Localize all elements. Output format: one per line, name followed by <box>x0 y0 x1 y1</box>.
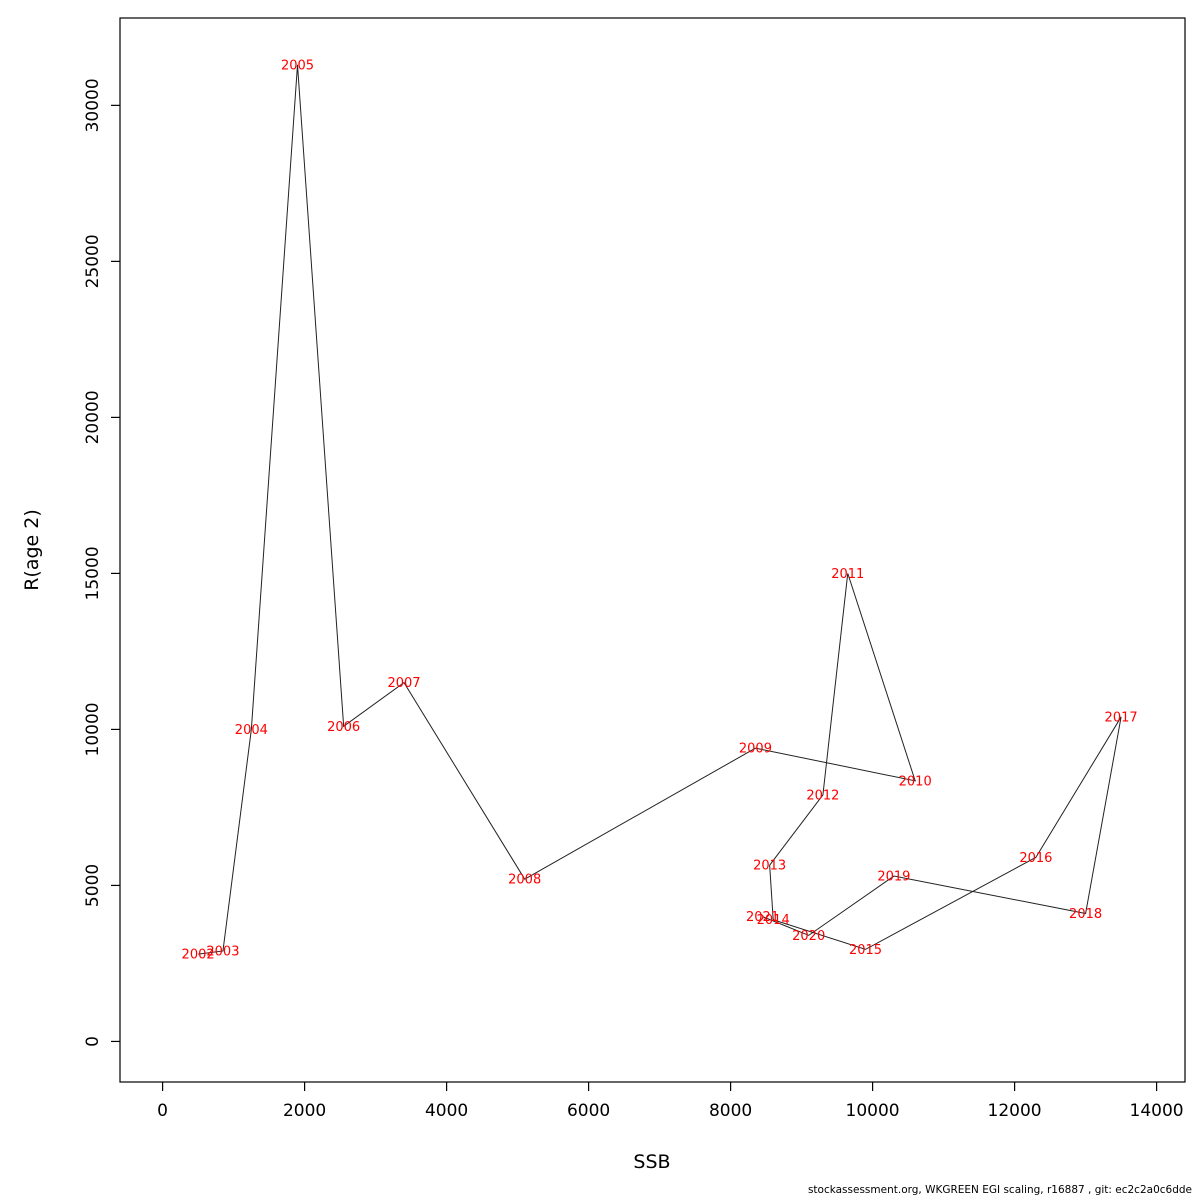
series-line <box>198 64 1122 955</box>
x-tick-label: 0 <box>157 1101 168 1121</box>
year-label-2014: 2014 <box>757 913 790 928</box>
x-tick-label: 6000 <box>567 1101 610 1121</box>
year-label-2007: 2007 <box>387 676 420 691</box>
y-tick-label: 5000 <box>83 864 103 907</box>
year-label-2004: 2004 <box>235 723 268 738</box>
year-label-2019: 2019 <box>877 870 910 885</box>
year-label-2013: 2013 <box>753 859 786 874</box>
year-label-2011: 2011 <box>831 567 864 582</box>
year-label-2002: 2002 <box>182 948 215 963</box>
x-tick-label: 10000 <box>846 1101 900 1121</box>
plot-border <box>119 17 1186 1083</box>
footer-credit: stockassessment.org, WKGREEN EGI scaling… <box>807 1184 1192 1196</box>
year-label-2003: 2003 <box>206 944 239 959</box>
x-tick-label: 4000 <box>425 1101 468 1121</box>
y-axis-title: R(age 2) <box>21 509 43 591</box>
plot-frame <box>119 17 1186 1083</box>
year-label-2021: 2021 <box>746 910 779 925</box>
year-label-2018: 2018 <box>1069 907 1102 922</box>
year-label-2017: 2017 <box>1105 710 1138 725</box>
year-label-2010: 2010 <box>899 774 932 789</box>
x-tick-label: 8000 <box>709 1101 752 1121</box>
y-tick-label: 10000 <box>83 702 103 756</box>
year-label-2006: 2006 <box>327 720 360 735</box>
x-tick-label: 2000 <box>283 1101 326 1121</box>
axis-ticks: 0 2000 4000 6000 8000 10000 12000 14000 0 5000 100… <box>83 78 1184 1121</box>
y-tick-label: 30000 <box>83 78 103 132</box>
x-tick-label: 14000 <box>1130 1101 1184 1121</box>
year-label-2005: 2005 <box>281 58 314 73</box>
year-label-2015: 2015 <box>849 943 882 958</box>
x-axis-title: SSB <box>633 1151 670 1173</box>
year-label-2020: 2020 <box>792 929 825 944</box>
year-label-2012: 2012 <box>806 788 839 803</box>
y-tick-label: 15000 <box>83 546 103 600</box>
x-tick-label: 12000 <box>988 1101 1042 1121</box>
series-polyline <box>198 64 1122 955</box>
y-tick-label: 0 <box>83 1036 103 1047</box>
y-tick-label: 25000 <box>83 234 103 288</box>
y-tick-label: 20000 <box>83 390 103 444</box>
year-label-2016: 2016 <box>1019 851 1052 866</box>
year-label-2008: 2008 <box>508 873 541 888</box>
year-label-2009: 2009 <box>739 742 772 757</box>
